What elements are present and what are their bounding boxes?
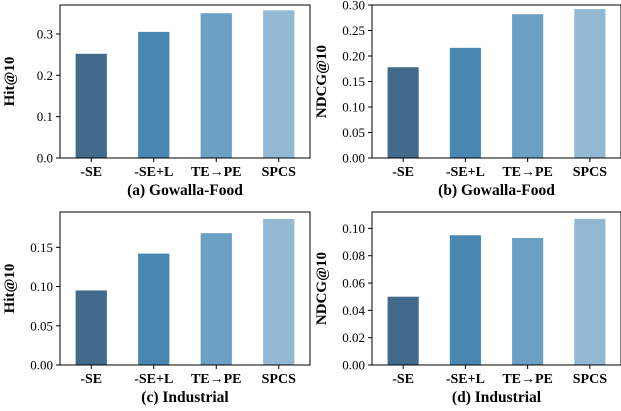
bar-te-pe (200, 13, 232, 159)
x-tick-label: -SE+L (446, 372, 485, 387)
plot-frame (59, 4, 311, 159)
y-tick-label: 0.10 (30, 279, 53, 294)
x-tick-label: -SE+L (134, 165, 173, 180)
chart-panel-4: 0.00 0.02 0.04 0.06 0.08 0.10 -SE -SE+L TE→PE SPC… (314, 211, 621, 406)
bar-se-l (138, 253, 170, 365)
x-tick-label: -SE (392, 165, 414, 180)
x-tick-label: -SE+L (446, 165, 485, 180)
bar-te-pe (512, 237, 544, 365)
bar-te-pe (200, 233, 232, 365)
bar-se-l (449, 235, 481, 365)
x-tick-label: SPCS (573, 372, 607, 387)
x-tick-label: -SE+L (134, 372, 173, 387)
y-tick-label: 0.0 (37, 151, 53, 166)
y-tick-label: 0.3 (37, 26, 53, 41)
y-tick-label: 0.15 (342, 74, 365, 89)
y-tick-label: 0.25 (342, 23, 365, 38)
y-tick-label: 0.20 (342, 49, 365, 64)
y-tick-label: 0.1 (37, 109, 53, 124)
y-tick-label: 0.06 (342, 276, 365, 291)
bar-se-l (138, 31, 170, 158)
x-tick-label: -SE (80, 165, 102, 180)
panel-caption: (b) Gowalla-Food (438, 182, 555, 199)
panel-caption: (a) Gowalla-Food (127, 182, 243, 199)
bar-se-l (449, 47, 481, 159)
y-axis-label: NDCG@10 (314, 252, 330, 325)
chart-panel-1: 0.0 0.1 0.2 0.3 -SE -SE+L TE→PE SPCS Hit@10 (a) G… (2, 4, 311, 199)
bar-spcs (263, 10, 295, 159)
bar-te-pe (512, 14, 544, 159)
x-tick-label: -SE (80, 372, 102, 387)
x-tick-label: TE→PE (191, 372, 242, 387)
bar-se (387, 296, 419, 365)
y-tick-label: 0.00 (30, 358, 53, 373)
bar-spcs (263, 219, 295, 365)
x-tick-label: SPCS (573, 165, 607, 180)
plot-frame (59, 211, 311, 366)
y-tick-label: 0.05 (342, 125, 365, 140)
x-tick-label: -SE (392, 372, 414, 387)
y-tick-label: 0.04 (342, 303, 365, 318)
y-tick-label: 0.00 (342, 151, 365, 166)
x-tick-label: SPCS (262, 372, 296, 387)
y-axis-label: NDCG@10 (314, 45, 330, 118)
y-tick-label: 0.2 (37, 68, 53, 83)
panel-caption: (d) Industrial (452, 389, 542, 406)
x-tick-label: TE→PE (502, 372, 553, 387)
y-axis-label: Hit@10 (2, 264, 18, 314)
y-tick-label: 0.00 (342, 358, 365, 373)
bar-spcs (574, 218, 606, 365)
bar-se (75, 53, 107, 158)
y-tick-label: 0.05 (30, 318, 53, 333)
x-tick-label: TE→PE (502, 165, 553, 180)
y-tick-label: 0.30 (342, 0, 365, 13)
chart-panel-3: 0.00 0.05 0.10 0.15 -SE -SE+L TE→PE SPCS Hit@10 (… (2, 211, 311, 406)
x-tick-label: TE→PE (191, 165, 242, 180)
y-axis-label: Hit@10 (2, 57, 18, 107)
chart-panel-2: 0.00 0.05 0.10 0.15 0.20 0.25 0.30 -SE -SE+L TE→P… (314, 0, 621, 199)
bar-se (387, 67, 419, 158)
bar-se (75, 290, 107, 365)
y-tick-label: 0.10 (342, 221, 365, 236)
y-tick-label: 0.10 (342, 100, 365, 115)
x-tick-label: SPCS (262, 165, 296, 180)
y-tick-label: 0.02 (342, 330, 365, 345)
y-tick-label: 0.08 (342, 248, 365, 263)
panel-caption: (c) Industrial (141, 389, 229, 406)
bar-spcs (574, 9, 606, 158)
y-tick-label: 0.15 (30, 240, 53, 255)
plot-frame (371, 211, 621, 366)
